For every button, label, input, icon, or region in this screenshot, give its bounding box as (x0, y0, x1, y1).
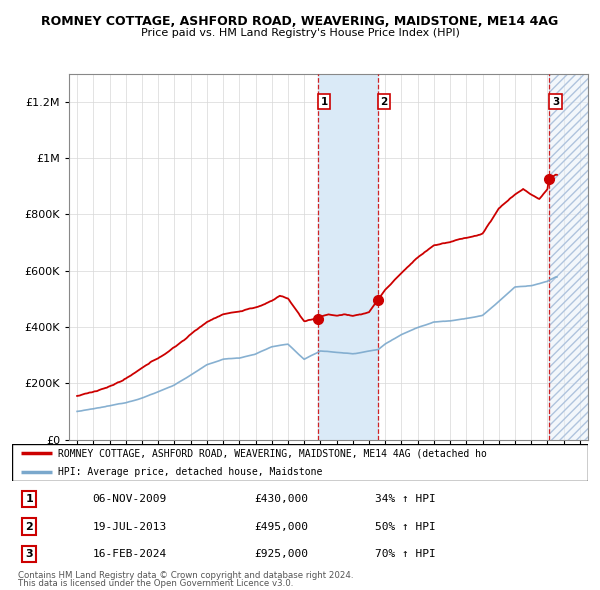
Text: 19-JUL-2013: 19-JUL-2013 (92, 522, 167, 532)
Text: Price paid vs. HM Land Registry's House Price Index (HPI): Price paid vs. HM Land Registry's House … (140, 28, 460, 38)
Text: 16-FEB-2024: 16-FEB-2024 (92, 549, 167, 559)
Bar (550, 74, 588, 440)
Text: £925,000: £925,000 (254, 549, 308, 559)
Bar (318, 74, 378, 440)
Text: 3: 3 (552, 97, 559, 107)
Text: 50% ↑ HPI: 50% ↑ HPI (375, 522, 436, 532)
Text: ROMNEY COTTAGE, ASHFORD ROAD, WEAVERING, MAIDSTONE, ME14 4AG (detached ho: ROMNEY COTTAGE, ASHFORD ROAD, WEAVERING,… (58, 448, 487, 458)
Bar (550, 74, 588, 440)
Text: 2: 2 (25, 522, 33, 532)
Text: 3: 3 (25, 549, 33, 559)
Text: ROMNEY COTTAGE, ASHFORD ROAD, WEAVERING, MAIDSTONE, ME14 4AG: ROMNEY COTTAGE, ASHFORD ROAD, WEAVERING,… (41, 15, 559, 28)
Text: 1: 1 (320, 97, 328, 107)
Text: £430,000: £430,000 (254, 494, 308, 504)
Text: £495,000: £495,000 (254, 522, 308, 532)
Text: 2: 2 (380, 97, 388, 107)
Text: 06-NOV-2009: 06-NOV-2009 (92, 494, 167, 504)
Text: Contains HM Land Registry data © Crown copyright and database right 2024.: Contains HM Land Registry data © Crown c… (18, 571, 353, 580)
Text: This data is licensed under the Open Government Licence v3.0.: This data is licensed under the Open Gov… (18, 579, 293, 588)
Text: 70% ↑ HPI: 70% ↑ HPI (375, 549, 436, 559)
Text: 1: 1 (25, 494, 33, 504)
Text: 34% ↑ HPI: 34% ↑ HPI (375, 494, 436, 504)
Text: HPI: Average price, detached house, Maidstone: HPI: Average price, detached house, Maid… (58, 467, 322, 477)
